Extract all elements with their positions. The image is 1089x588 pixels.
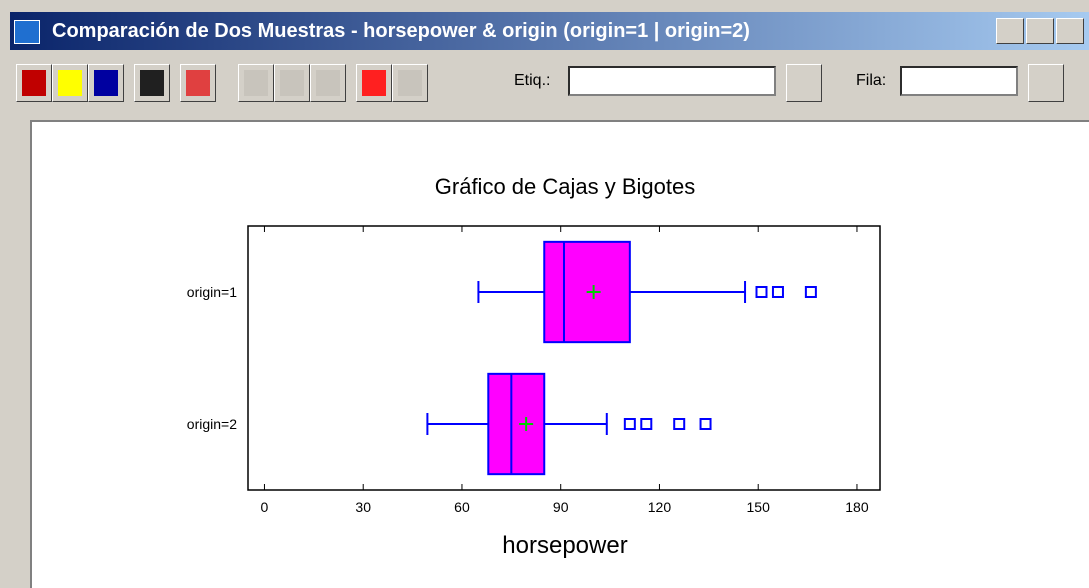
box [487,372,546,476]
tool-button[interactable] [274,64,310,102]
chart-title: Gráfico de Cajas y Bigotes [435,174,695,199]
x-tick-label: 90 [553,499,569,515]
tool-button[interactable] [16,64,52,102]
mean-marker [519,417,534,431]
tool-button[interactable] [392,64,428,102]
tool-button[interactable] [180,64,216,102]
app-icon [14,20,40,44]
x-tick-label: 0 [261,499,269,515]
tool-button[interactable] [134,64,170,102]
search-button[interactable] [1028,64,1064,102]
plot-frame [247,225,881,491]
outlier [755,286,768,298]
toolbar: Etiq.: Fila: [10,52,1089,114]
tool-button[interactable] [310,64,346,102]
minimize-button[interactable] [996,18,1024,44]
mean-marker [586,285,601,299]
tool-button[interactable] [88,64,124,102]
tag-input[interactable] [568,66,776,96]
y-tick-label: origin=1 [187,284,237,300]
close-button[interactable] [1056,18,1084,44]
row-input[interactable] [900,66,1018,96]
x-tick-label: 30 [355,499,371,515]
x-tick-label: 120 [648,499,672,515]
outlier [804,286,817,298]
outlier [673,418,686,430]
window-title: Comparación de Dos Muestras - horsepower… [52,20,750,42]
x-tick-label: 180 [845,499,869,515]
x-tick-label: 60 [454,499,470,515]
row-label: Fila: [856,72,887,89]
outlier [699,418,712,430]
search-button[interactable] [786,64,822,102]
tool-button[interactable] [52,64,88,102]
tool-button[interactable] [356,64,392,102]
tool-button[interactable] [238,64,274,102]
outlier [623,418,636,430]
y-tick-label: origin=2 [187,416,237,432]
outlier [771,286,784,298]
x-axis-label: horsepower [502,532,627,559]
outlier [640,418,653,430]
tag-label: Etiq.: [514,72,551,89]
x-tick-label: 150 [747,499,771,515]
title-bar: Comparación de Dos Muestras - horsepower… [10,12,1089,50]
content-pane [30,120,1089,588]
maximize-button[interactable] [1026,18,1054,44]
